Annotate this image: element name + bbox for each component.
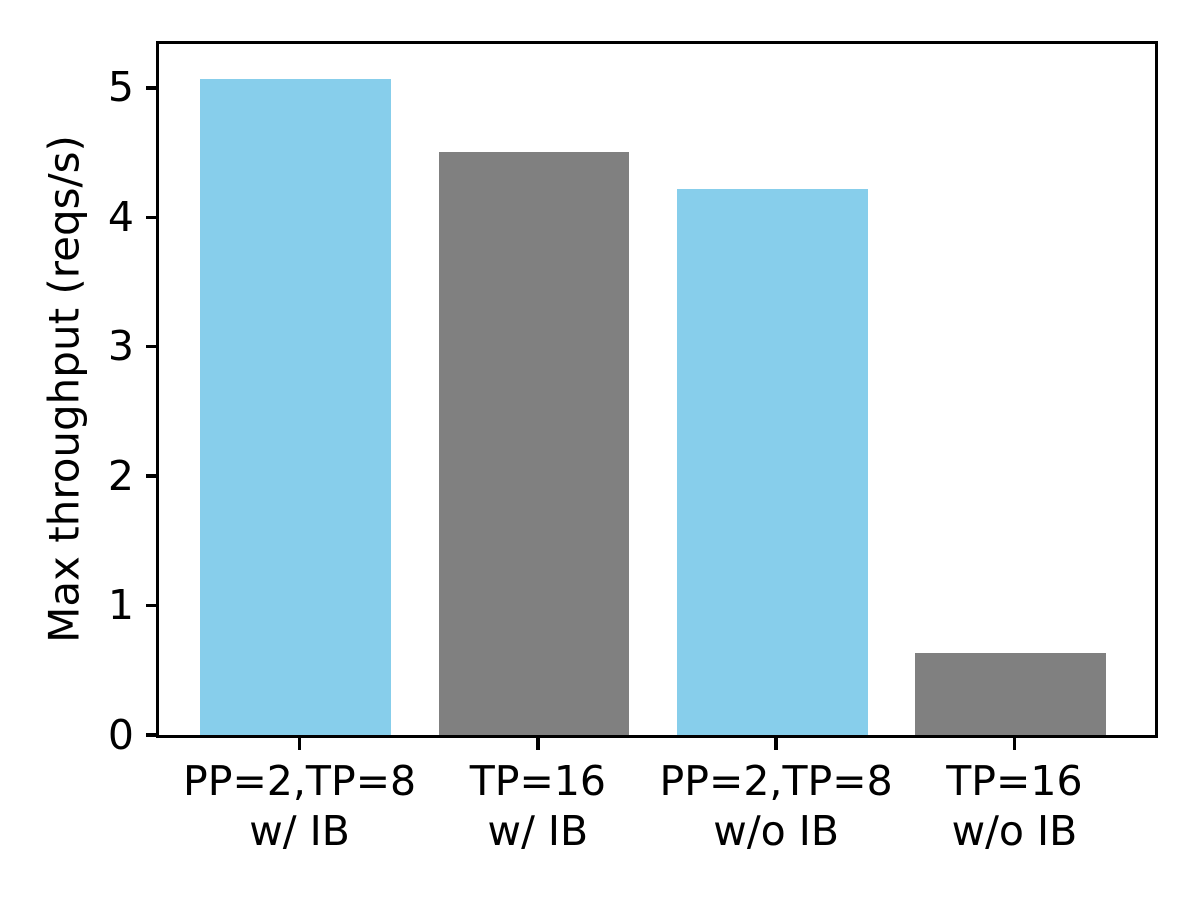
y-tick-mark-4 — [146, 215, 159, 220]
x-tick-label-3: TP=16 w/o IB — [946, 757, 1083, 855]
y-tick-mark-3 — [146, 345, 159, 349]
y-tick-label-3: 3 — [107, 322, 134, 371]
y-tick-mark-1 — [146, 603, 159, 608]
y-tick-label-5: 5 — [107, 63, 134, 112]
y-tick-mark-0 — [146, 733, 159, 737]
y-tick-mark-2 — [146, 474, 159, 478]
x-tick-mark-3 — [1012, 737, 1017, 750]
x-tick-label-2: PP=2,TP=8 w/o IB — [659, 757, 893, 855]
plot-area — [155, 40, 1159, 739]
bar-TP=16-w/ IB — [438, 151, 630, 736]
y-tick-label-2: 2 — [107, 451, 134, 500]
x-tick-label-0: PP=2,TP=8 w/ IB — [183, 757, 417, 855]
x-tick-mark-1 — [536, 737, 540, 750]
y-tick-label-1: 1 — [107, 581, 134, 630]
bar-PP=2,TP=8-w/ IB — [200, 79, 392, 736]
x-tick-label-1: TP=16 w/ IB — [469, 757, 606, 855]
y-tick-mark-5 — [146, 86, 159, 90]
x-tick-mark-2 — [774, 737, 778, 750]
y-tick-label-4: 4 — [107, 192, 134, 241]
x-tick-mark-0 — [297, 737, 302, 750]
y-tick-label-0: 0 — [107, 710, 134, 759]
bar-PP=2,TP=8-w/o IB — [677, 189, 868, 736]
bar-TP=16-w/o IB — [915, 652, 1106, 736]
